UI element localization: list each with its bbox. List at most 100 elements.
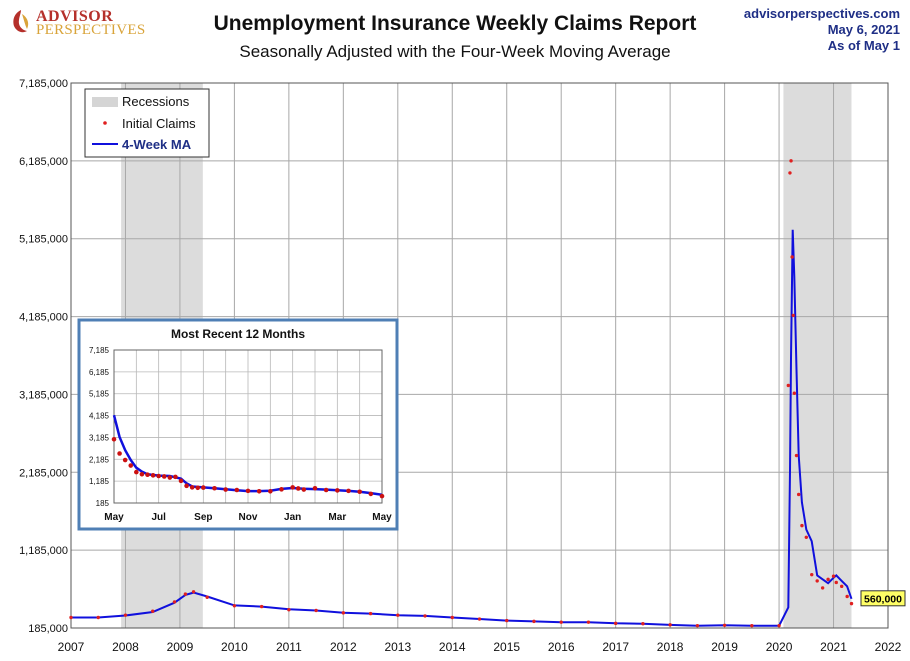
inset-initial-claims-point: [173, 474, 178, 480]
last-value-label: 560,000: [864, 593, 902, 605]
x-tick-label-3: 2010: [221, 640, 248, 654]
x-tick-label-4: 2011: [276, 640, 302, 654]
recession-band-1: [783, 83, 852, 628]
initial-claims-point: [794, 453, 799, 458]
inset-initial-claims-point: [139, 471, 145, 477]
initial-claims-point: [183, 592, 188, 596]
initial-claims-point: [232, 604, 237, 608]
x-tick-label-0: 2007: [58, 640, 85, 654]
inset-initial-claims-point: [134, 469, 139, 475]
initial-claims-point: [69, 615, 73, 620]
inset-title: Most Recent 12 Months: [171, 327, 305, 341]
inset-initial-claims-point: [122, 457, 128, 463]
inset-initial-claims-point: [111, 436, 117, 442]
inset-initial-claims-point: [323, 487, 329, 493]
x-tick-label-11: 2018: [657, 640, 684, 654]
initial-claims-point: [96, 615, 100, 620]
inset-x-tick-label-6: May: [372, 512, 392, 523]
inset-initial-claims-point: [279, 487, 284, 492]
inset-initial-claims-point: [195, 485, 201, 491]
inset-initial-claims-point: [256, 489, 262, 494]
chart-subtitle: Seasonally Adjusted with the Four-Week M…: [239, 42, 671, 61]
initial-claims-point: [259, 604, 264, 609]
legend-label-recessions: Recessions: [122, 94, 190, 109]
legend: Recessions Initial Claims 4-Week MA: [84, 88, 210, 158]
inset-y-tick-label-7: 7,185: [89, 346, 110, 355]
x-tick-label-8: 2015: [493, 640, 520, 654]
x-tick-label-6: 2013: [384, 640, 411, 654]
y-tick-label-5: 5,185,000: [19, 234, 68, 246]
inset-initial-claims-point: [357, 489, 362, 495]
initial-claims-point: [791, 313, 795, 318]
inset-initial-claims-point: [161, 474, 167, 479]
initial-claims-point: [796, 492, 801, 497]
inset-initial-claims-point: [189, 485, 195, 490]
inset-initial-claims-point: [245, 488, 251, 494]
inset-y-tick-label-0: 185: [96, 499, 110, 508]
y-tick-label-6: 6,185,000: [19, 156, 68, 168]
inset-x-tick-label-3: Nov: [239, 512, 258, 523]
initial-claims-point: [505, 618, 509, 623]
last-value-badge: [860, 590, 906, 607]
inset-initial-claims-point: [201, 485, 206, 490]
inset-initial-claims-point: [290, 485, 295, 490]
initial-claims-point: [810, 572, 814, 577]
initial-claims-point: [205, 595, 209, 599]
initial-claims-point: [641, 622, 645, 626]
inset-initial-claims-point: [268, 489, 273, 494]
y-tick-label-0: 185,000: [28, 623, 68, 635]
inset-initial-claims-point: [379, 493, 385, 499]
y-tick-label-4: 4,185,000: [19, 312, 68, 324]
initial-claims-point: [834, 580, 838, 585]
inset-plot-frame: [113, 349, 383, 504]
initial-claims-point: [314, 608, 318, 613]
legend-label-4-week-ma: 4-Week MA: [122, 137, 192, 152]
initial-claims-point: [559, 620, 563, 624]
source-asof: As of May 1: [827, 38, 900, 53]
initial-claims-point: [396, 613, 400, 617]
inset-initial-claims-point: [128, 463, 134, 468]
x-tick-label-1: 2008: [112, 640, 139, 654]
initial-claims-point: [820, 586, 825, 590]
inset-initial-claims-point: [184, 483, 189, 489]
initial-claims-point: [151, 609, 155, 613]
initial-claims-point: [695, 623, 700, 628]
initial-claims-point: [191, 590, 196, 594]
inset-initial-claims-point: [368, 491, 374, 497]
initial-claims-point: [477, 617, 482, 621]
x-tick-label-9: 2016: [548, 640, 575, 654]
initial-claims-point: [786, 383, 791, 388]
initial-claims-point: [750, 623, 754, 628]
y-tick-label-7: 7,185,000: [19, 78, 68, 90]
logo-text-top: ADVISOR: [36, 8, 114, 25]
initial-claims-point: [789, 159, 793, 163]
advisor-perspectives-logo: ADVISOR PERSPECTIVES: [10, 8, 145, 38]
inset-x-tick-label-0: May: [104, 512, 124, 523]
y-tick-label-1: 1,185,000: [19, 545, 68, 557]
initial-claims-point: [287, 608, 291, 612]
inset-y-tick-label-5: 5,185: [89, 390, 110, 399]
source-site: advisorperspectives.com: [743, 6, 900, 21]
inset-x-tick-label-1: Jul: [151, 512, 166, 523]
initial-claims-point: [792, 391, 797, 395]
initial-claims-point: [815, 579, 819, 583]
inset-initial-claims-point: [178, 478, 184, 484]
x-tick-label-12: 2019: [711, 640, 738, 654]
initial-claims-point: [722, 623, 727, 627]
legend-swatch-initial-claims: [103, 121, 107, 125]
logo-mark-icon: [13, 10, 29, 33]
initial-claims-point: [341, 611, 346, 615]
inset-initial-claims-point: [212, 485, 217, 491]
inset-initial-claims-point: [346, 488, 351, 494]
initial-claims-point: [845, 594, 849, 599]
initial-claims-point: [423, 614, 427, 618]
initial-claims-point: [790, 255, 794, 259]
initial-claims-point: [613, 621, 618, 626]
y-tick-label-2: 2,185,000: [19, 467, 68, 479]
initial-claims-point: [849, 601, 854, 606]
legend-swatch-recessions: [92, 97, 118, 107]
inset-initial-claims-point: [167, 475, 173, 480]
inset-y-tick-label-2: 2,185: [89, 455, 110, 464]
initial-claims-point: [368, 611, 373, 616]
